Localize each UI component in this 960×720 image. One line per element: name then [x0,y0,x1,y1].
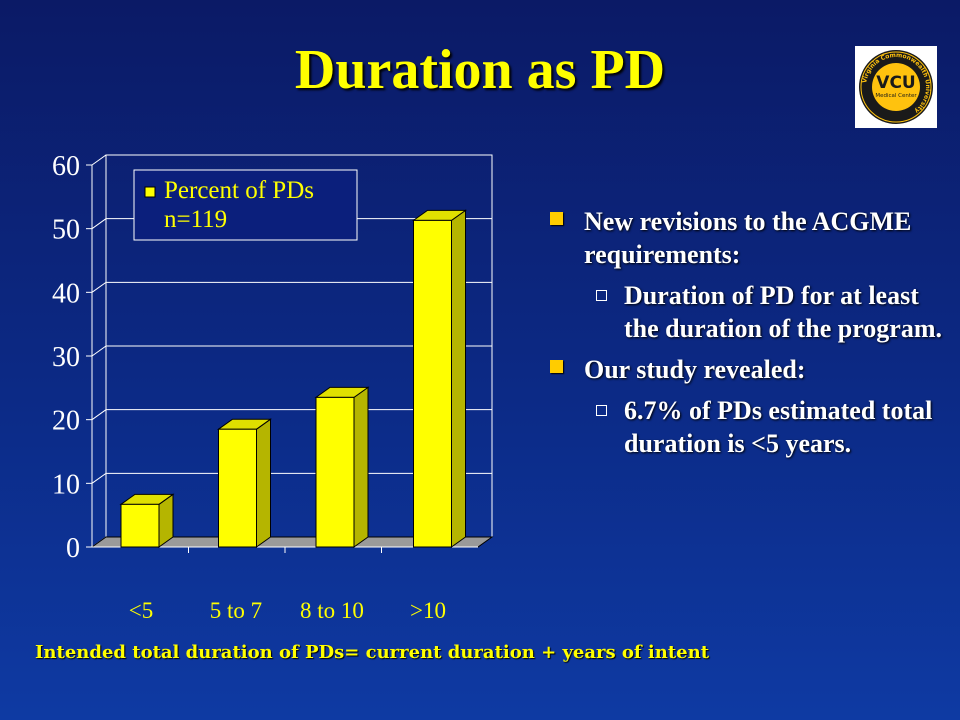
checkbox-bullet-icon [596,405,607,416]
gridline [91,281,492,293]
x-category-label: 8 to 10 [300,598,364,623]
bar [216,418,273,548]
bar-front [120,503,160,548]
legend-label: Percent of PDs [164,177,314,204]
legend-swatch [144,186,156,198]
y-tick-label: 60 [52,151,80,182]
y-tick-label: 40 [52,278,80,309]
bar-side [451,209,466,548]
sub-bullet-text: 6.7% of PDs estimated total duration is … [624,396,933,458]
vcu-logo: Virginia Commonwealth University VCU Med… [855,46,937,128]
y-tick-label: 30 [52,342,80,373]
legend-box [133,169,358,241]
bar-front [218,428,257,548]
legend-label: n=119 [164,206,227,233]
sub-bullet-text: Duration of PD for at least the duration… [624,281,943,343]
y-tick-label: 20 [52,406,80,437]
bar-front [315,396,355,548]
gridline [91,345,492,357]
sub-bullet-item: Duration of PD for at least the duration… [548,279,948,345]
bar-front [413,219,452,548]
sub-bullet-item: 6.7% of PDs estimated total duration is … [548,394,948,460]
y-tick-label: 0 [66,533,80,564]
square-bullet-icon [550,360,563,373]
bullet-item: New revisions to the ACGME requirements: [548,205,948,271]
bar [119,493,175,548]
x-category-label: 5 to 7 [210,598,262,623]
bar-side [256,418,271,548]
bullet-item: Our study revealed: [548,353,948,386]
x-category-label: <5 [129,598,153,623]
square-bullet-icon [550,212,563,225]
logo-subtext: Medical Center [875,93,917,99]
footnote: Intended total duration of PDs= current … [35,642,710,663]
vcu-logo-icon: Virginia Commonwealth University VCU Med… [859,50,933,124]
y-tick-label: 10 [52,469,80,500]
slide-title: Duration as PD [294,39,666,101]
bar-chart: 0 10 20 30 40 50 60 <5 5 to 7 8 to 10 >10 Percent o… [52,151,494,623]
bar-side [353,386,369,548]
gridline [91,154,492,166]
bullet-text: New revisions to the ACGME requirements: [584,207,912,269]
bar [314,386,370,548]
y-tick-label: 50 [52,215,80,246]
logo-text: VCU [876,73,915,93]
bar [411,209,468,548]
bullet-text: Our study revealed: [584,355,806,384]
gridline [91,218,492,230]
x-category-label: >10 [410,598,446,623]
bullet-list: New revisions to the ACGME requirements:… [548,205,948,468]
checkbox-bullet-icon [596,290,607,301]
